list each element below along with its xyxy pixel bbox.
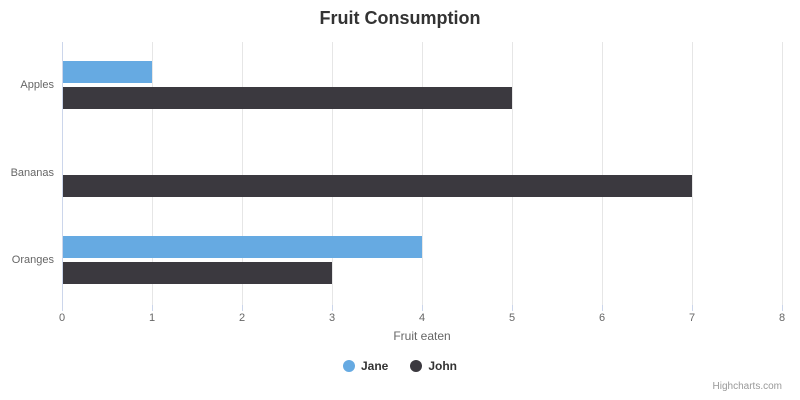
value-tick-label: 6 <box>598 312 606 324</box>
highcharts-credits-link[interactable]: Highcharts.com <box>712 381 782 392</box>
category-label-oranges: Oranges <box>11 254 54 267</box>
legend-label-jane: Jane <box>360 359 389 373</box>
bar-john-oranges[interactable] <box>63 262 332 285</box>
value-tick-label: 4 <box>418 312 426 324</box>
gridline <box>152 42 153 305</box>
bar-jane-oranges[interactable] <box>63 236 422 259</box>
value-tick-label: 5 <box>508 312 516 324</box>
value-tick-label: 3 <box>328 312 336 324</box>
chart-title: Fruit Consumption <box>319 8 481 28</box>
gridline <box>692 42 693 305</box>
legend-item-jane[interactable]: Jane <box>342 359 389 373</box>
value-tick-label: 2 <box>238 312 246 324</box>
legend-label-john: John <box>428 359 458 373</box>
tick-mark <box>332 305 333 311</box>
bar-john-bananas[interactable] <box>63 174 692 197</box>
gridline <box>782 42 783 305</box>
value-tick-label: 0 <box>58 312 66 324</box>
gridline <box>602 42 603 305</box>
tick-mark <box>782 305 783 311</box>
gridline <box>332 42 333 305</box>
tick-mark <box>242 305 243 311</box>
tick-mark <box>692 305 693 311</box>
legend-marker-jane-icon <box>342 360 355 372</box>
value-tick-label: 7 <box>688 312 696 324</box>
value-tick-label: 8 <box>778 312 786 324</box>
gridline <box>512 42 513 305</box>
tick-mark <box>512 305 513 311</box>
category-axis-line <box>62 42 63 305</box>
value-axis-title: Fruit eaten <box>393 329 451 343</box>
legend: Jane John <box>0 359 800 373</box>
gridline <box>422 42 423 305</box>
gridline <box>242 42 243 305</box>
tick-mark <box>152 305 153 311</box>
tick-mark <box>422 305 423 311</box>
tick-mark <box>62 305 63 311</box>
bar-john-apples[interactable] <box>63 86 512 109</box>
bar-jane-apples[interactable] <box>63 60 152 83</box>
value-tick-label: 1 <box>148 312 156 324</box>
legend-item-john[interactable]: John <box>410 359 457 373</box>
category-label-apples: Apples <box>20 78 54 91</box>
legend-marker-john-icon <box>410 360 423 372</box>
tick-mark <box>602 305 603 311</box>
category-label-bananas: Bananas <box>10 166 54 179</box>
